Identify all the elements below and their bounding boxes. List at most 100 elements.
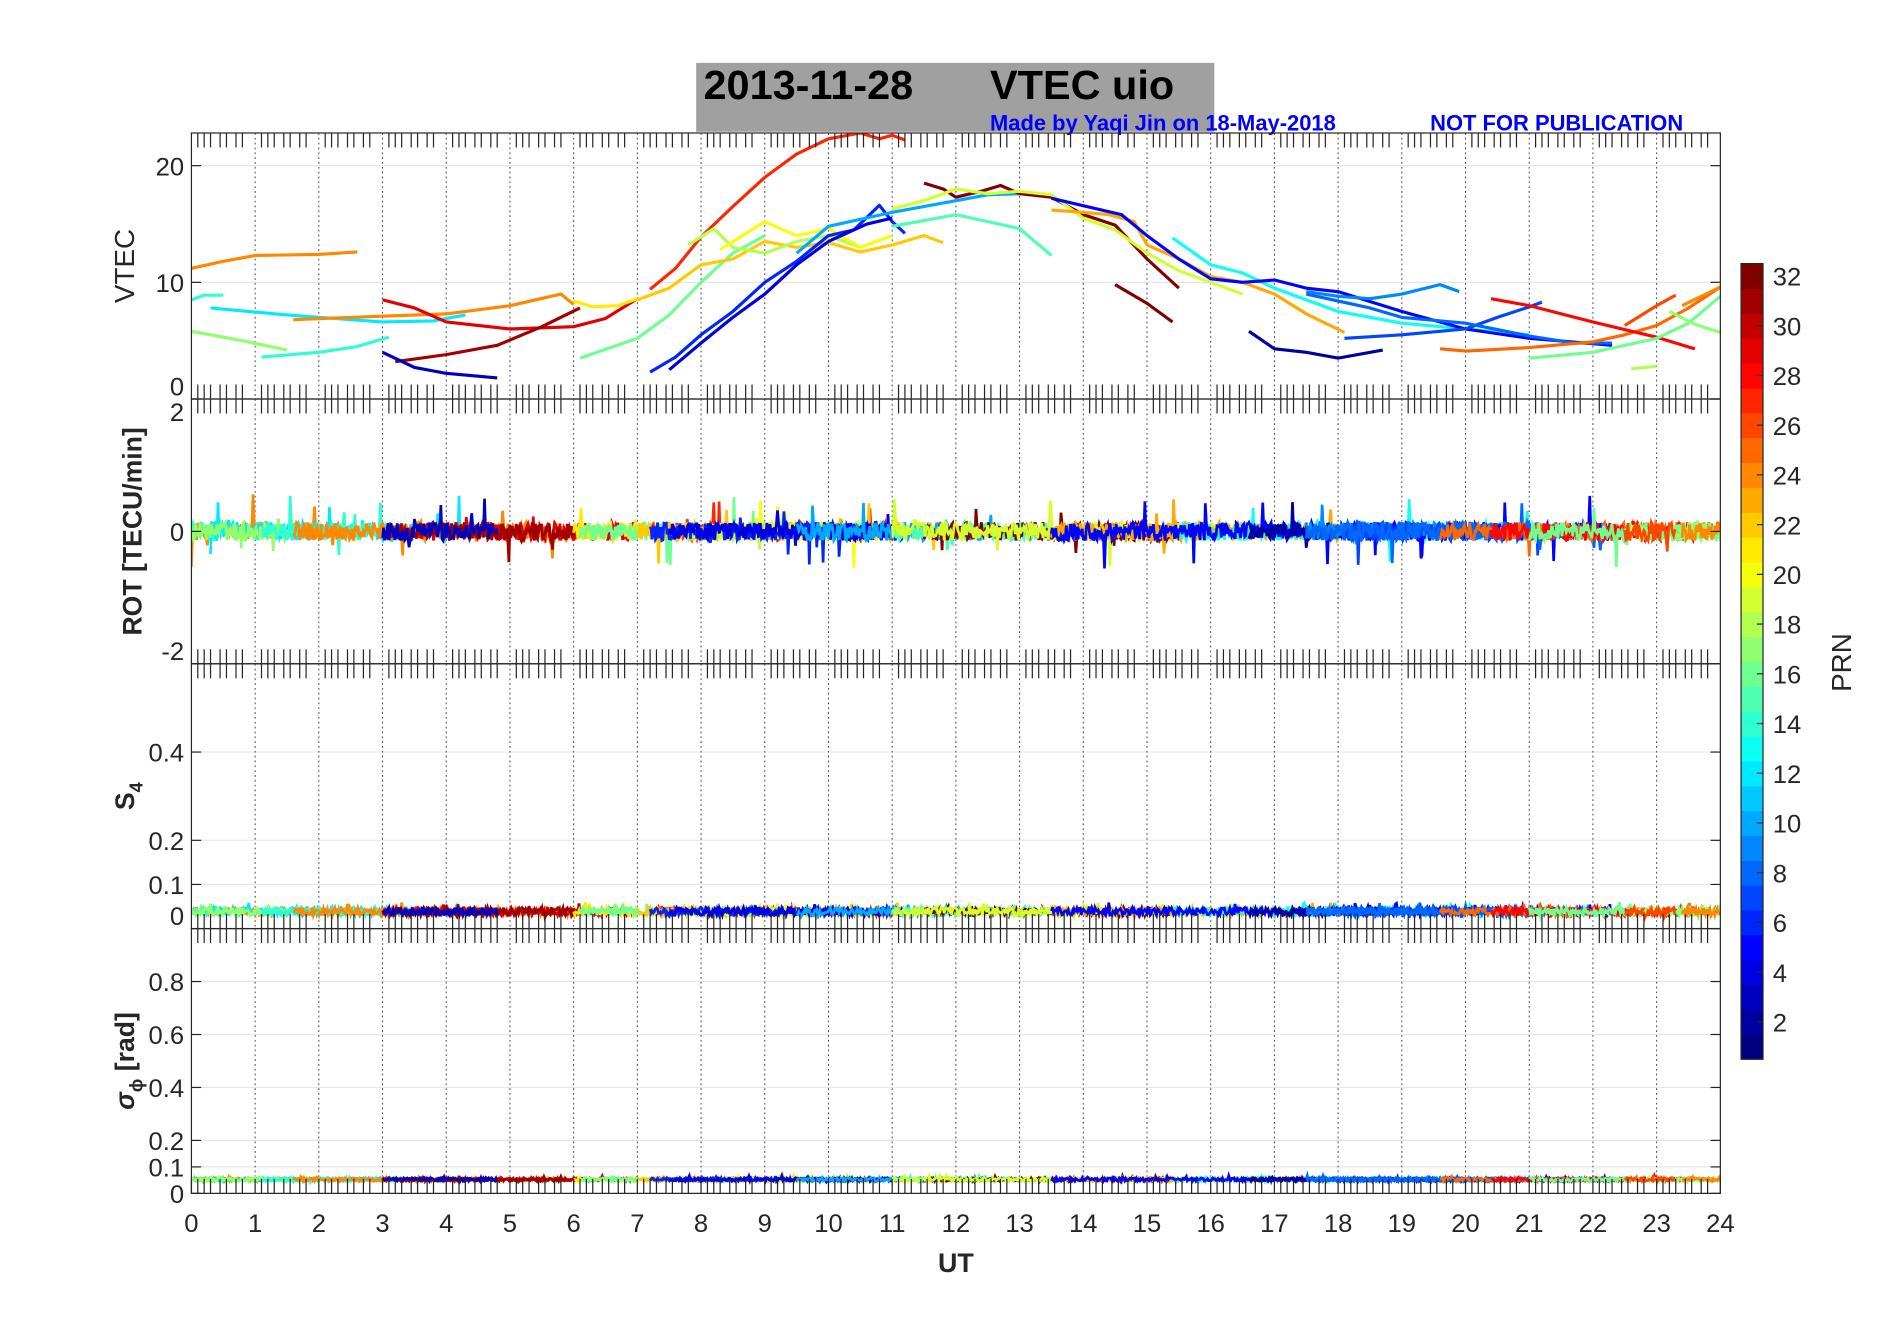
colorbar-swatch: [1741, 412, 1764, 439]
colorbar-swatch: [1741, 288, 1764, 314]
vtec-trace-prn-19: [891, 187, 1244, 296]
x-tick-label: 24: [1706, 1210, 1734, 1238]
vtec-trace-prn-22: [636, 234, 944, 302]
x-tick-label: 6: [567, 1210, 581, 1238]
colorbar-swatch: [1741, 437, 1764, 464]
y-tick-label: 0: [170, 903, 184, 931]
colorbar-swatch: [1741, 611, 1764, 638]
y-axis-label-text: σ: [110, 1091, 140, 1110]
s4-trace-prn-3: [381, 903, 499, 921]
x-tick-label: 0: [184, 1210, 198, 1238]
x-tick-label: 7: [630, 1210, 644, 1238]
vtec-trace-prn-8: [1305, 292, 1613, 345]
vtec-trace-prn-29: [382, 297, 639, 331]
x-tick-label: 15: [1133, 1210, 1161, 1238]
vtec-trace-prn-24: [293, 292, 575, 322]
colorbar-swatch: [1741, 860, 1764, 886]
colorbar-tick-label: 18: [1773, 612, 1801, 640]
title-date: 2013-11-28: [703, 62, 913, 108]
x-tick-label: 22: [1579, 1210, 1607, 1238]
y-tick-label: 0: [170, 519, 184, 547]
colorbar-swatch: [1741, 1009, 1764, 1035]
colorbar-label: PRN: [1826, 633, 1857, 692]
colorbar-swatch: [1741, 785, 1764, 812]
y-tick-label: 0.2: [149, 1128, 185, 1156]
colorbar-swatch: [1741, 711, 1764, 737]
vtec-trace-prn-13: [1171, 236, 1530, 337]
colorbar-swatch: [1741, 462, 1764, 488]
y-axis-label-sigma: σϕ [rad]: [110, 1012, 147, 1110]
x-tick-label: 17: [1260, 1210, 1288, 1238]
y-axis-label-rot: ROT [TECU/min]: [117, 427, 147, 635]
colorbar-tick-label: 16: [1773, 662, 1801, 690]
colorbar-swatch: [1741, 835, 1764, 861]
x-tick-label: 3: [375, 1210, 389, 1238]
panel-rot: -2 0 2 ROT [TECU/min]: [117, 398, 1721, 666]
sigma-trace-prn-26: [1623, 1174, 1677, 1185]
title-box: [696, 62, 1215, 132]
colorbar-swatch: [1741, 959, 1764, 986]
colorbar-tick-label: 20: [1773, 562, 1801, 590]
s4-trace-prn-4: [667, 902, 893, 920]
s4-trace-prn-26: [1624, 903, 1677, 923]
x-tick-label: 5: [503, 1210, 517, 1238]
y-tick-label: 0.1: [149, 872, 185, 900]
colorbar-tick-label: 22: [1773, 512, 1801, 540]
vtec-trace-prn-6: [649, 203, 906, 374]
x-tick-label: 2: [312, 1210, 326, 1238]
vtec-trace-prn-12: [210, 306, 466, 324]
notice-text: NOT FOR PUBLICATION: [1430, 111, 1683, 136]
vtec-trace-prn-27: [649, 133, 906, 291]
vtec-trace-prn-16: [579, 234, 766, 360]
vtec-trace-prn-25: [1439, 285, 1721, 353]
vtec-trace-prn-21: [573, 297, 638, 309]
x-tick-label: 8: [694, 1210, 708, 1238]
colorbar-swatch: [1741, 387, 1764, 414]
x-tick-label: 19: [1388, 1210, 1416, 1238]
x-tick-label: 18: [1324, 1210, 1352, 1238]
vtec-trace-prn-31: [395, 306, 581, 364]
vtec-trace-prn-14: [261, 335, 390, 359]
colorbar-swatch: [1741, 686, 1764, 712]
vtec-trace-prn-5: [1051, 196, 1613, 347]
x-tick-label: 1: [248, 1210, 262, 1238]
colorbar-swatch: [1741, 810, 1764, 837]
s4-trace-prn-19: [891, 900, 1244, 921]
x-axis-label: UT: [938, 1248, 974, 1278]
colorbar-swatch: [1741, 586, 1764, 613]
x-tick-label: 14: [1069, 1210, 1097, 1238]
y-axis-label-text: ROT [TECU/min]: [117, 427, 147, 635]
y-axis-label-vtec: VTEC: [109, 229, 140, 303]
traces-rot: [191, 494, 1721, 569]
y-tick-label: -2: [161, 638, 184, 666]
rot-trace-prn-8: [1304, 503, 1614, 564]
y-tick-label: 0.1: [149, 1155, 185, 1183]
rot-trace-prn-17: [191, 517, 289, 552]
colorbar-tick-label: 4: [1773, 960, 1787, 988]
colorbar-tick-label: 10: [1773, 811, 1801, 839]
vtec-trace-prn-9: [1306, 283, 1460, 301]
colorbar-tick-label: 8: [1773, 860, 1787, 888]
x-tick-label: 10: [814, 1210, 842, 1238]
vtec-trace-prn-3: [381, 350, 498, 380]
y-tick-label: 0: [170, 373, 184, 401]
colorbar-swatch: [1741, 537, 1764, 563]
rot-trace-prn-26: [1623, 517, 1677, 552]
colorbar-swatch: [1741, 487, 1764, 513]
x-tick-label: 23: [1642, 1210, 1670, 1238]
colorbar-tick-label: 6: [1773, 910, 1787, 938]
s4-trace-prn-24: [1680, 904, 1721, 921]
colorbar-tick-label: 14: [1773, 711, 1801, 739]
y-axis-label-unit: [rad]: [110, 1012, 140, 1078]
vtec-trace-prn-28: [1490, 297, 1696, 351]
panel-sigma: 00.10.20.40.60.8σϕ [rad]: [110, 927, 1721, 1209]
colorbar-swatch: [1741, 661, 1764, 687]
y-axis-label-text: S: [110, 792, 140, 810]
colorbar-tick-label: 26: [1773, 413, 1801, 441]
y-tick-label: 0.6: [149, 1022, 185, 1050]
colorbar-swatch: [1741, 363, 1764, 389]
x-tick-label: 9: [758, 1210, 772, 1238]
rot-trace-prn-3: [381, 498, 499, 548]
x-tick-label: 11: [879, 1210, 906, 1238]
